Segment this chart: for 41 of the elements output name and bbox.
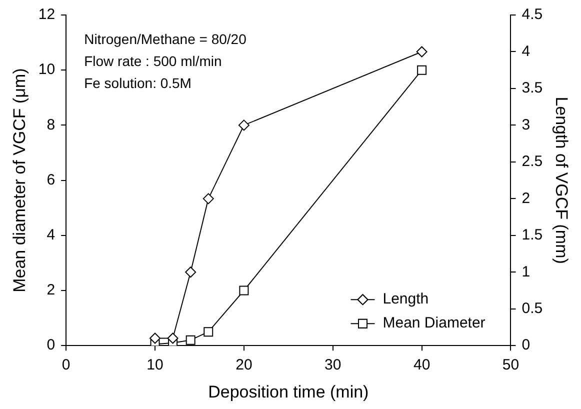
y2-tick-label: 3.5 — [522, 80, 543, 97]
point — [167, 332, 178, 344]
y2-tick-label: 4.5 — [522, 6, 543, 24]
y2-tick-label: 2.5 — [522, 153, 543, 170]
y-tick-label: 12 — [38, 6, 56, 24]
point — [150, 332, 161, 344]
legend-label: Length — [382, 290, 429, 308]
point — [204, 327, 214, 337]
legend-label: Mean Diameter — [382, 314, 486, 332]
annotation: Nitrogen/Methane = 80/20 — [84, 30, 247, 47]
point — [185, 266, 196, 278]
x-axis-title: Deposition time (min) — [208, 382, 369, 402]
annotation: Fe solution: 0.5M — [84, 74, 192, 91]
x-tick-label: 20 — [236, 356, 252, 374]
y-tick-label: 6 — [46, 171, 56, 188]
y-tick-label: 4 — [46, 226, 56, 244]
y2-tick-label: 0.5 — [522, 300, 543, 318]
y2-tick-label: 1 — [522, 263, 530, 280]
x-tick-label: 0 — [62, 356, 70, 374]
y2-tick-label: 3 — [522, 116, 530, 134]
y2-tick-label: 4 — [522, 42, 530, 60]
y-tick-label: 0 — [46, 336, 56, 354]
y-tick-label: 10 — [38, 61, 56, 78]
y2-tick-label: 2 — [522, 190, 530, 207]
x-tick-label: 30 — [324, 356, 342, 374]
point — [416, 46, 428, 58]
point — [239, 286, 249, 296]
x-tick-label: 10 — [146, 356, 164, 374]
y2-axis-title: Length of VGCF (mm) — [552, 96, 572, 264]
point — [186, 335, 196, 345]
y-tick-label: 2 — [46, 282, 56, 299]
x-tick-label: 40 — [413, 356, 430, 374]
x-tick-label: 50 — [502, 356, 520, 374]
point — [202, 193, 214, 204]
annotation: Flow rate : 500 ml/min — [84, 52, 222, 69]
y-tick-label: 8 — [46, 116, 56, 134]
point — [417, 65, 427, 75]
y2-tick-label: 1.5 — [522, 226, 543, 244]
y2-tick-label: 0 — [522, 336, 530, 354]
y-axis-title: Mean diameter of VGCF (μm) — [10, 68, 29, 292]
point — [238, 120, 250, 131]
